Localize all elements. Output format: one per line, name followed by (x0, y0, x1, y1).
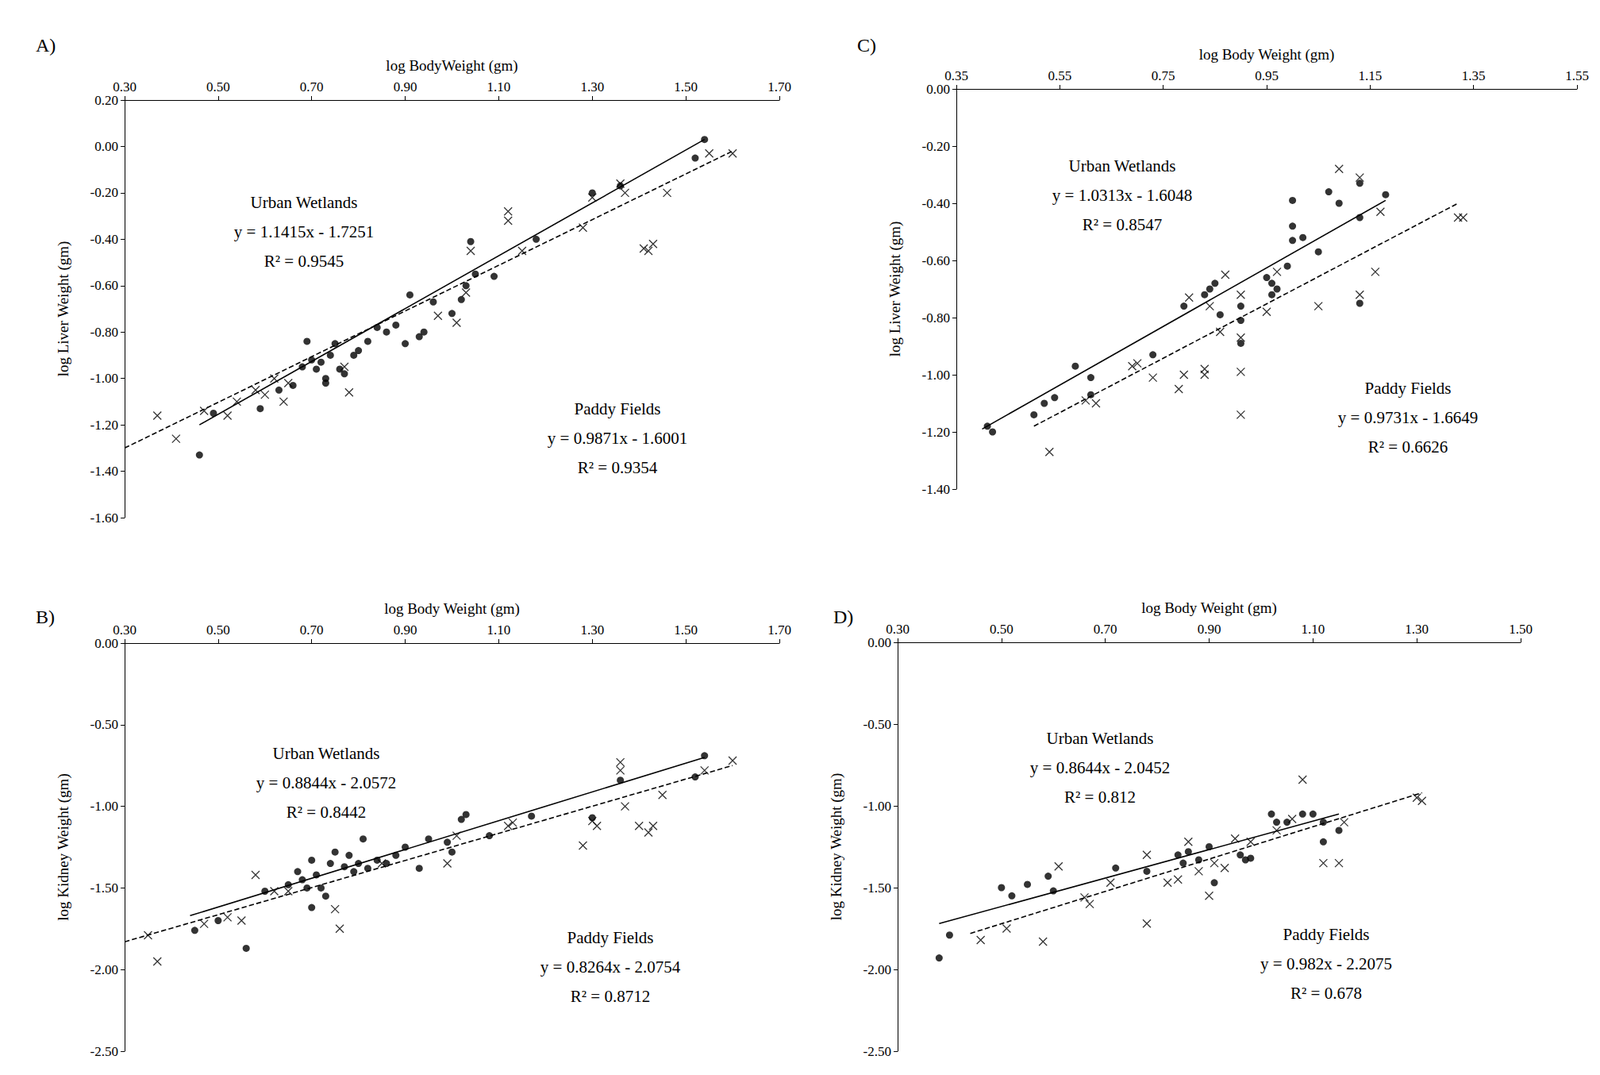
svg-text:0.50: 0.50 (989, 621, 1014, 637)
svg-text:1.30: 1.30 (1404, 621, 1429, 637)
svg-text:-1.20: -1.20 (922, 424, 950, 440)
svg-text:B): B) (35, 606, 55, 627)
svg-text:1.15: 1.15 (1357, 68, 1382, 84)
svg-text:log Kidney Weight (gm): log Kidney Weight (gm) (54, 773, 73, 920)
svg-text:1.50: 1.50 (673, 79, 698, 95)
svg-text:0.70: 0.70 (300, 622, 324, 638)
svg-text:0.30: 0.30 (112, 79, 137, 95)
svg-text:-1.00: -1.00 (90, 370, 119, 386)
svg-text:1.10: 1.10 (1300, 621, 1325, 637)
svg-text:R² = 0.9545: R² = 0.9545 (264, 251, 344, 271)
svg-text:0.95: 0.95 (1254, 68, 1279, 84)
svg-text:Paddy Fields: Paddy Fields (1364, 378, 1451, 398)
svg-text:R² = 0.678: R² = 0.678 (1290, 983, 1362, 1003)
svg-text:log BodyWeight (gm): log BodyWeight (gm) (385, 57, 518, 75)
svg-text:-1.00: -1.00 (90, 798, 119, 814)
svg-text:y = 0.9871x - 1.6001: y = 0.9871x - 1.6001 (547, 428, 688, 448)
svg-text:-0.60: -0.60 (90, 277, 119, 293)
svg-text:Paddy Fields: Paddy Fields (566, 927, 654, 947)
svg-text:0.00: 0.00 (94, 635, 119, 651)
svg-text:log Kidney Weight (gm): log Kidney Weight (gm) (827, 773, 846, 920)
svg-text:-0.80: -0.80 (922, 310, 950, 326)
svg-text:-0.80: -0.80 (90, 324, 119, 340)
svg-text:Urban Wetlands: Urban Wetlands (273, 743, 381, 763)
svg-text:log Liver Weight (gm): log Liver Weight (gm) (886, 221, 904, 358)
svg-text:log Body Weight (gm): log Body Weight (gm) (1141, 599, 1277, 617)
svg-text:0.90: 0.90 (1197, 621, 1222, 637)
svg-text:y = 0.982x - 2.2075: y = 0.982x - 2.2075 (1260, 953, 1393, 974)
svg-text:1.10: 1.10 (487, 622, 512, 638)
svg-text:0.55: 0.55 (1047, 68, 1072, 84)
svg-text:-2.50: -2.50 (90, 1043, 119, 1059)
svg-text:-2.00: -2.00 (90, 961, 119, 977)
svg-text:y = 0.8644x - 2.0452: y = 0.8644x - 2.0452 (1030, 757, 1170, 777)
svg-text:1.50: 1.50 (673, 622, 698, 638)
svg-text:Urban Wetlands: Urban Wetlands (1069, 156, 1177, 176)
svg-text:D): D) (833, 606, 854, 627)
svg-text:Paddy Fields: Paddy Fields (1282, 924, 1370, 944)
svg-text:Urban Wetlands: Urban Wetlands (1046, 728, 1154, 748)
svg-text:y = 0.8264x - 2.0754: y = 0.8264x - 2.0754 (540, 957, 681, 977)
svg-text:-1.20: -1.20 (90, 417, 119, 433)
svg-text:1.30: 1.30 (580, 622, 604, 638)
svg-text:-1.00: -1.00 (863, 798, 892, 814)
svg-text:R² = 0.8442: R² = 0.8442 (286, 802, 366, 822)
svg-text:0.90: 0.90 (393, 622, 418, 638)
svg-text:-0.20: -0.20 (922, 138, 950, 154)
svg-text:0.30: 0.30 (885, 621, 910, 637)
svg-text:y = 1.0313x - 1.6048: y = 1.0313x - 1.6048 (1052, 185, 1193, 205)
svg-text:1.10: 1.10 (487, 79, 512, 95)
svg-text:1.30: 1.30 (580, 79, 604, 95)
svg-text:y = 1.1415x - 1.7251: y = 1.1415x - 1.7251 (234, 222, 374, 242)
svg-text:0.70: 0.70 (300, 79, 324, 95)
svg-text:-2.50: -2.50 (863, 1043, 892, 1059)
svg-text:-1.60: -1.60 (90, 510, 119, 526)
svg-text:-0.20: -0.20 (90, 184, 119, 200)
svg-text:0.70: 0.70 (1093, 621, 1118, 637)
svg-text:A): A) (35, 34, 56, 56)
svg-text:R² = 0.6626: R² = 0.6626 (1368, 437, 1448, 457)
svg-text:-0.60: -0.60 (922, 253, 950, 269)
svg-text:log Body Weight (gm): log Body Weight (gm) (384, 600, 520, 618)
svg-text:Urban Wetlands: Urban Wetlands (250, 192, 358, 212)
svg-text:0.00: 0.00 (926, 81, 950, 97)
svg-text:0.00: 0.00 (867, 634, 892, 650)
svg-text:Paddy Fields: Paddy Fields (573, 399, 661, 419)
svg-text:1.50: 1.50 (1508, 621, 1533, 637)
svg-text:0.00: 0.00 (94, 138, 119, 154)
svg-text:0.50: 0.50 (206, 79, 231, 95)
svg-text:-1.50: -1.50 (863, 880, 892, 896)
svg-text:-0.40: -0.40 (90, 231, 119, 247)
svg-text:1.70: 1.70 (767, 79, 792, 95)
svg-text:R² = 0.9354: R² = 0.9354 (577, 457, 658, 477)
svg-text:-1.40: -1.40 (922, 481, 950, 497)
svg-text:-0.40: -0.40 (922, 196, 950, 212)
svg-text:-0.50: -0.50 (90, 716, 119, 732)
svg-text:-1.00: -1.00 (922, 367, 950, 383)
svg-text:R² = 0.8547: R² = 0.8547 (1082, 215, 1162, 235)
svg-text:0.30: 0.30 (112, 622, 137, 638)
svg-text:y = 0.9731x - 1.6649: y = 0.9731x - 1.6649 (1338, 407, 1478, 427)
svg-text:0.35: 0.35 (944, 68, 969, 84)
svg-text:0.50: 0.50 (206, 622, 231, 638)
svg-text:1.70: 1.70 (767, 622, 792, 638)
svg-text:y = 0.8844x - 2.0572: y = 0.8844x - 2.0572 (256, 773, 397, 793)
svg-text:-1.50: -1.50 (90, 880, 119, 896)
svg-text:R² = 0.8712: R² = 0.8712 (570, 986, 650, 1006)
svg-text:log Liver Weight (gm): log Liver Weight (gm) (54, 241, 73, 377)
svg-text:R² = 0.812: R² = 0.812 (1064, 787, 1136, 807)
svg-text:C): C) (857, 34, 877, 56)
svg-text:0.90: 0.90 (393, 79, 418, 95)
svg-text:-2.00: -2.00 (863, 961, 892, 977)
svg-text:1.35: 1.35 (1461, 68, 1486, 84)
svg-text:-1.40: -1.40 (90, 463, 119, 479)
svg-text:0.20: 0.20 (94, 92, 119, 108)
svg-text:-0.50: -0.50 (863, 716, 892, 732)
svg-text:log Body Weight (gm): log Body Weight (gm) (1199, 46, 1335, 64)
svg-text:0.75: 0.75 (1151, 68, 1176, 84)
svg-text:1.55: 1.55 (1565, 68, 1589, 84)
